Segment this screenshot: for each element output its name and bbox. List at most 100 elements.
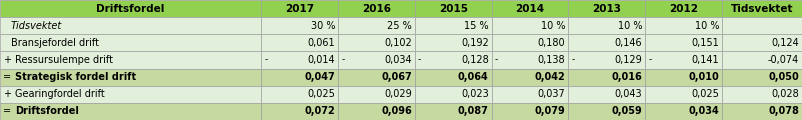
Bar xyxy=(646,103,722,120)
Text: 0,023: 0,023 xyxy=(461,89,488,99)
Text: Driftsfordel: Driftsfordel xyxy=(15,106,79,116)
Bar xyxy=(0,103,261,120)
Text: 0,028: 0,028 xyxy=(772,89,799,99)
Bar xyxy=(261,69,338,86)
Bar xyxy=(0,86,261,103)
Text: -: - xyxy=(265,55,268,65)
Bar xyxy=(722,0,802,17)
Bar xyxy=(261,17,338,34)
Bar xyxy=(492,69,569,86)
Text: 0,025: 0,025 xyxy=(691,89,719,99)
Bar xyxy=(0,69,261,86)
Text: Ressursulempe drift: Ressursulempe drift xyxy=(15,55,113,65)
Bar xyxy=(569,51,646,69)
Bar xyxy=(646,34,722,51)
Bar xyxy=(261,0,338,17)
Bar xyxy=(646,51,722,69)
Text: 15 %: 15 % xyxy=(464,21,488,31)
Text: Gearingfordel drift: Gearingfordel drift xyxy=(15,89,105,99)
Text: +: + xyxy=(3,55,11,65)
Text: 0,010: 0,010 xyxy=(688,72,719,82)
Text: 0,151: 0,151 xyxy=(691,38,719,48)
Text: 0,043: 0,043 xyxy=(614,89,642,99)
Bar xyxy=(415,86,492,103)
Text: 0,079: 0,079 xyxy=(535,106,565,116)
Text: 10 %: 10 % xyxy=(695,21,719,31)
Text: =: = xyxy=(3,72,11,82)
Text: 2013: 2013 xyxy=(593,4,622,14)
Text: -: - xyxy=(648,55,651,65)
Bar xyxy=(569,103,646,120)
Bar xyxy=(0,34,261,51)
Text: 0,061: 0,061 xyxy=(307,38,335,48)
Text: 0,078: 0,078 xyxy=(768,106,799,116)
Bar xyxy=(415,34,492,51)
Bar xyxy=(0,51,261,69)
Text: -0,074: -0,074 xyxy=(768,55,799,65)
Bar xyxy=(722,17,802,34)
Text: 0,014: 0,014 xyxy=(307,55,335,65)
Text: 0,138: 0,138 xyxy=(538,55,565,65)
Bar xyxy=(646,86,722,103)
Bar xyxy=(338,86,415,103)
Bar xyxy=(492,0,569,17)
Text: 0,025: 0,025 xyxy=(307,89,335,99)
Bar xyxy=(338,69,415,86)
Text: 2014: 2014 xyxy=(516,4,545,14)
Text: 0,128: 0,128 xyxy=(461,55,488,65)
Bar xyxy=(722,34,802,51)
Bar xyxy=(569,0,646,17)
Text: 2015: 2015 xyxy=(439,4,468,14)
Text: 2016: 2016 xyxy=(362,4,391,14)
Text: 0,034: 0,034 xyxy=(384,55,412,65)
Text: +: + xyxy=(3,89,11,99)
Bar xyxy=(415,17,492,34)
Bar xyxy=(569,34,646,51)
Text: 0,064: 0,064 xyxy=(458,72,488,82)
Text: 0,129: 0,129 xyxy=(614,55,642,65)
Text: 0,016: 0,016 xyxy=(611,72,642,82)
Bar xyxy=(338,51,415,69)
Bar xyxy=(722,103,802,120)
Bar xyxy=(492,34,569,51)
Bar xyxy=(261,86,338,103)
Text: 2017: 2017 xyxy=(286,4,314,14)
Text: 0,096: 0,096 xyxy=(381,106,412,116)
Text: -: - xyxy=(341,55,344,65)
Text: -: - xyxy=(495,55,498,65)
Bar xyxy=(338,0,415,17)
Text: 10 %: 10 % xyxy=(541,21,565,31)
Text: Tidsvektet: Tidsvektet xyxy=(731,4,793,14)
Text: Strategisk fordel drift: Strategisk fordel drift xyxy=(15,72,136,82)
Bar xyxy=(338,103,415,120)
Text: 0,072: 0,072 xyxy=(304,106,335,116)
Bar xyxy=(722,51,802,69)
Bar xyxy=(646,0,722,17)
Bar xyxy=(646,17,722,34)
Text: 0,050: 0,050 xyxy=(768,72,799,82)
Text: 10 %: 10 % xyxy=(618,21,642,31)
Text: -: - xyxy=(418,55,421,65)
Bar xyxy=(0,17,261,34)
Text: -: - xyxy=(572,55,575,65)
Text: Driftsfordel: Driftsfordel xyxy=(96,4,165,14)
Bar xyxy=(492,17,569,34)
Text: 0,192: 0,192 xyxy=(461,38,488,48)
Text: 0,087: 0,087 xyxy=(458,106,488,116)
Text: Tidsvektet: Tidsvektet xyxy=(11,21,63,31)
Text: 0,059: 0,059 xyxy=(611,106,642,116)
Bar xyxy=(646,69,722,86)
Bar xyxy=(261,51,338,69)
Text: 0,146: 0,146 xyxy=(614,38,642,48)
Text: 0,180: 0,180 xyxy=(538,38,565,48)
Bar xyxy=(569,86,646,103)
Bar xyxy=(569,69,646,86)
Bar xyxy=(338,17,415,34)
Text: 0,141: 0,141 xyxy=(691,55,719,65)
Text: 0,034: 0,034 xyxy=(688,106,719,116)
Bar xyxy=(415,69,492,86)
Bar xyxy=(415,103,492,120)
Bar xyxy=(415,0,492,17)
Text: 25 %: 25 % xyxy=(387,21,412,31)
Bar xyxy=(722,69,802,86)
